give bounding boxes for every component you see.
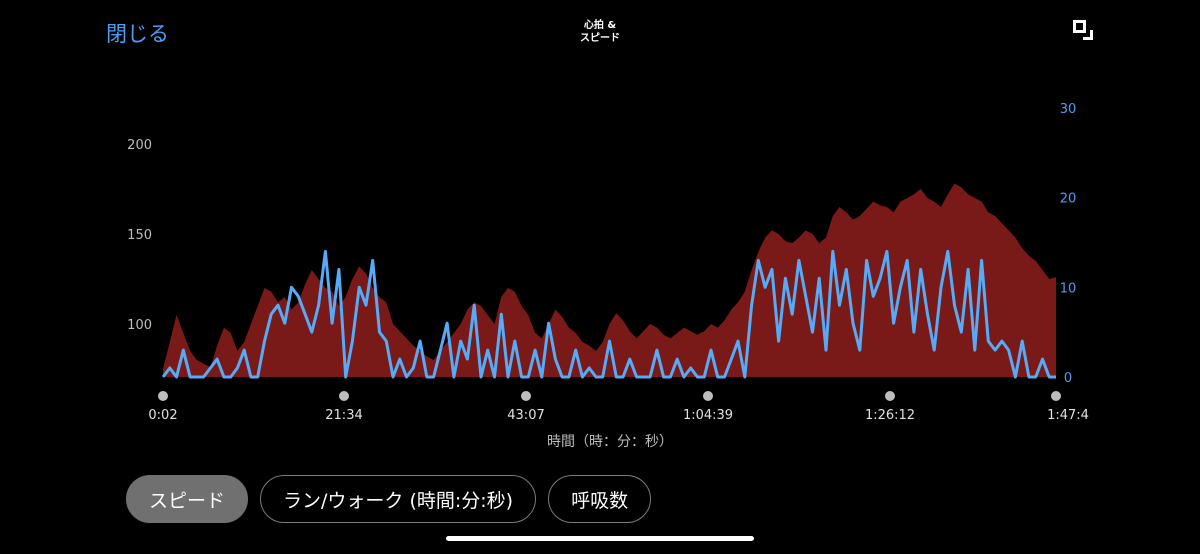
y-right-tick: 0 [1064,371,1072,386]
x-tick-dot [703,391,713,401]
close-button[interactable]: 閉じる [106,22,169,46]
y-left-tick: 100 [127,318,152,333]
x-tick-dot [339,391,349,401]
metric-tabs: スピード ラン/ウォーク (時間:分:秒) 呼吸数 [126,475,652,523]
tab-run-walk[interactable]: ラン/ウォーク (時間:分:秒) [260,475,537,523]
home-indicator [446,536,754,541]
x-tick-label: 1:26:12 [865,408,915,423]
title-line-1: 心拍 & [583,20,617,31]
tab-respiration[interactable]: 呼吸数 [548,475,652,523]
speed-line [161,249,1056,379]
title-line-2: スピード [580,33,620,44]
y-left-tick: 200 [127,138,152,153]
x-tick-label: 0:02 [148,408,177,423]
tab-speed[interactable]: スピード [126,475,249,523]
y-right-tick: 30 [1060,102,1077,117]
x-tick-label: 43:07 [507,408,544,423]
x-tick-dot [885,391,895,401]
y-left-tick: 150 [127,228,152,243]
heart-rate-area [163,183,1056,377]
heart-rate-series [163,183,1056,377]
x-tick-dot [521,391,531,401]
x-tick-label: 1:04:39 [683,408,733,423]
x-tick-label: 21:34 [325,408,362,423]
x-tick-label: 1:47:4 [1047,408,1089,423]
y-right-tick: 10 [1060,281,1077,296]
speed-series [161,249,1056,379]
x-tick-dot [158,391,168,401]
x-tick-dot [1051,391,1061,401]
page-title: 心拍 & スピード [560,19,640,45]
window-resize-icon[interactable] [1070,17,1096,43]
y-right-tick: 20 [1060,192,1077,207]
x-axis-label: 時間（時：分：秒） [547,434,673,450]
